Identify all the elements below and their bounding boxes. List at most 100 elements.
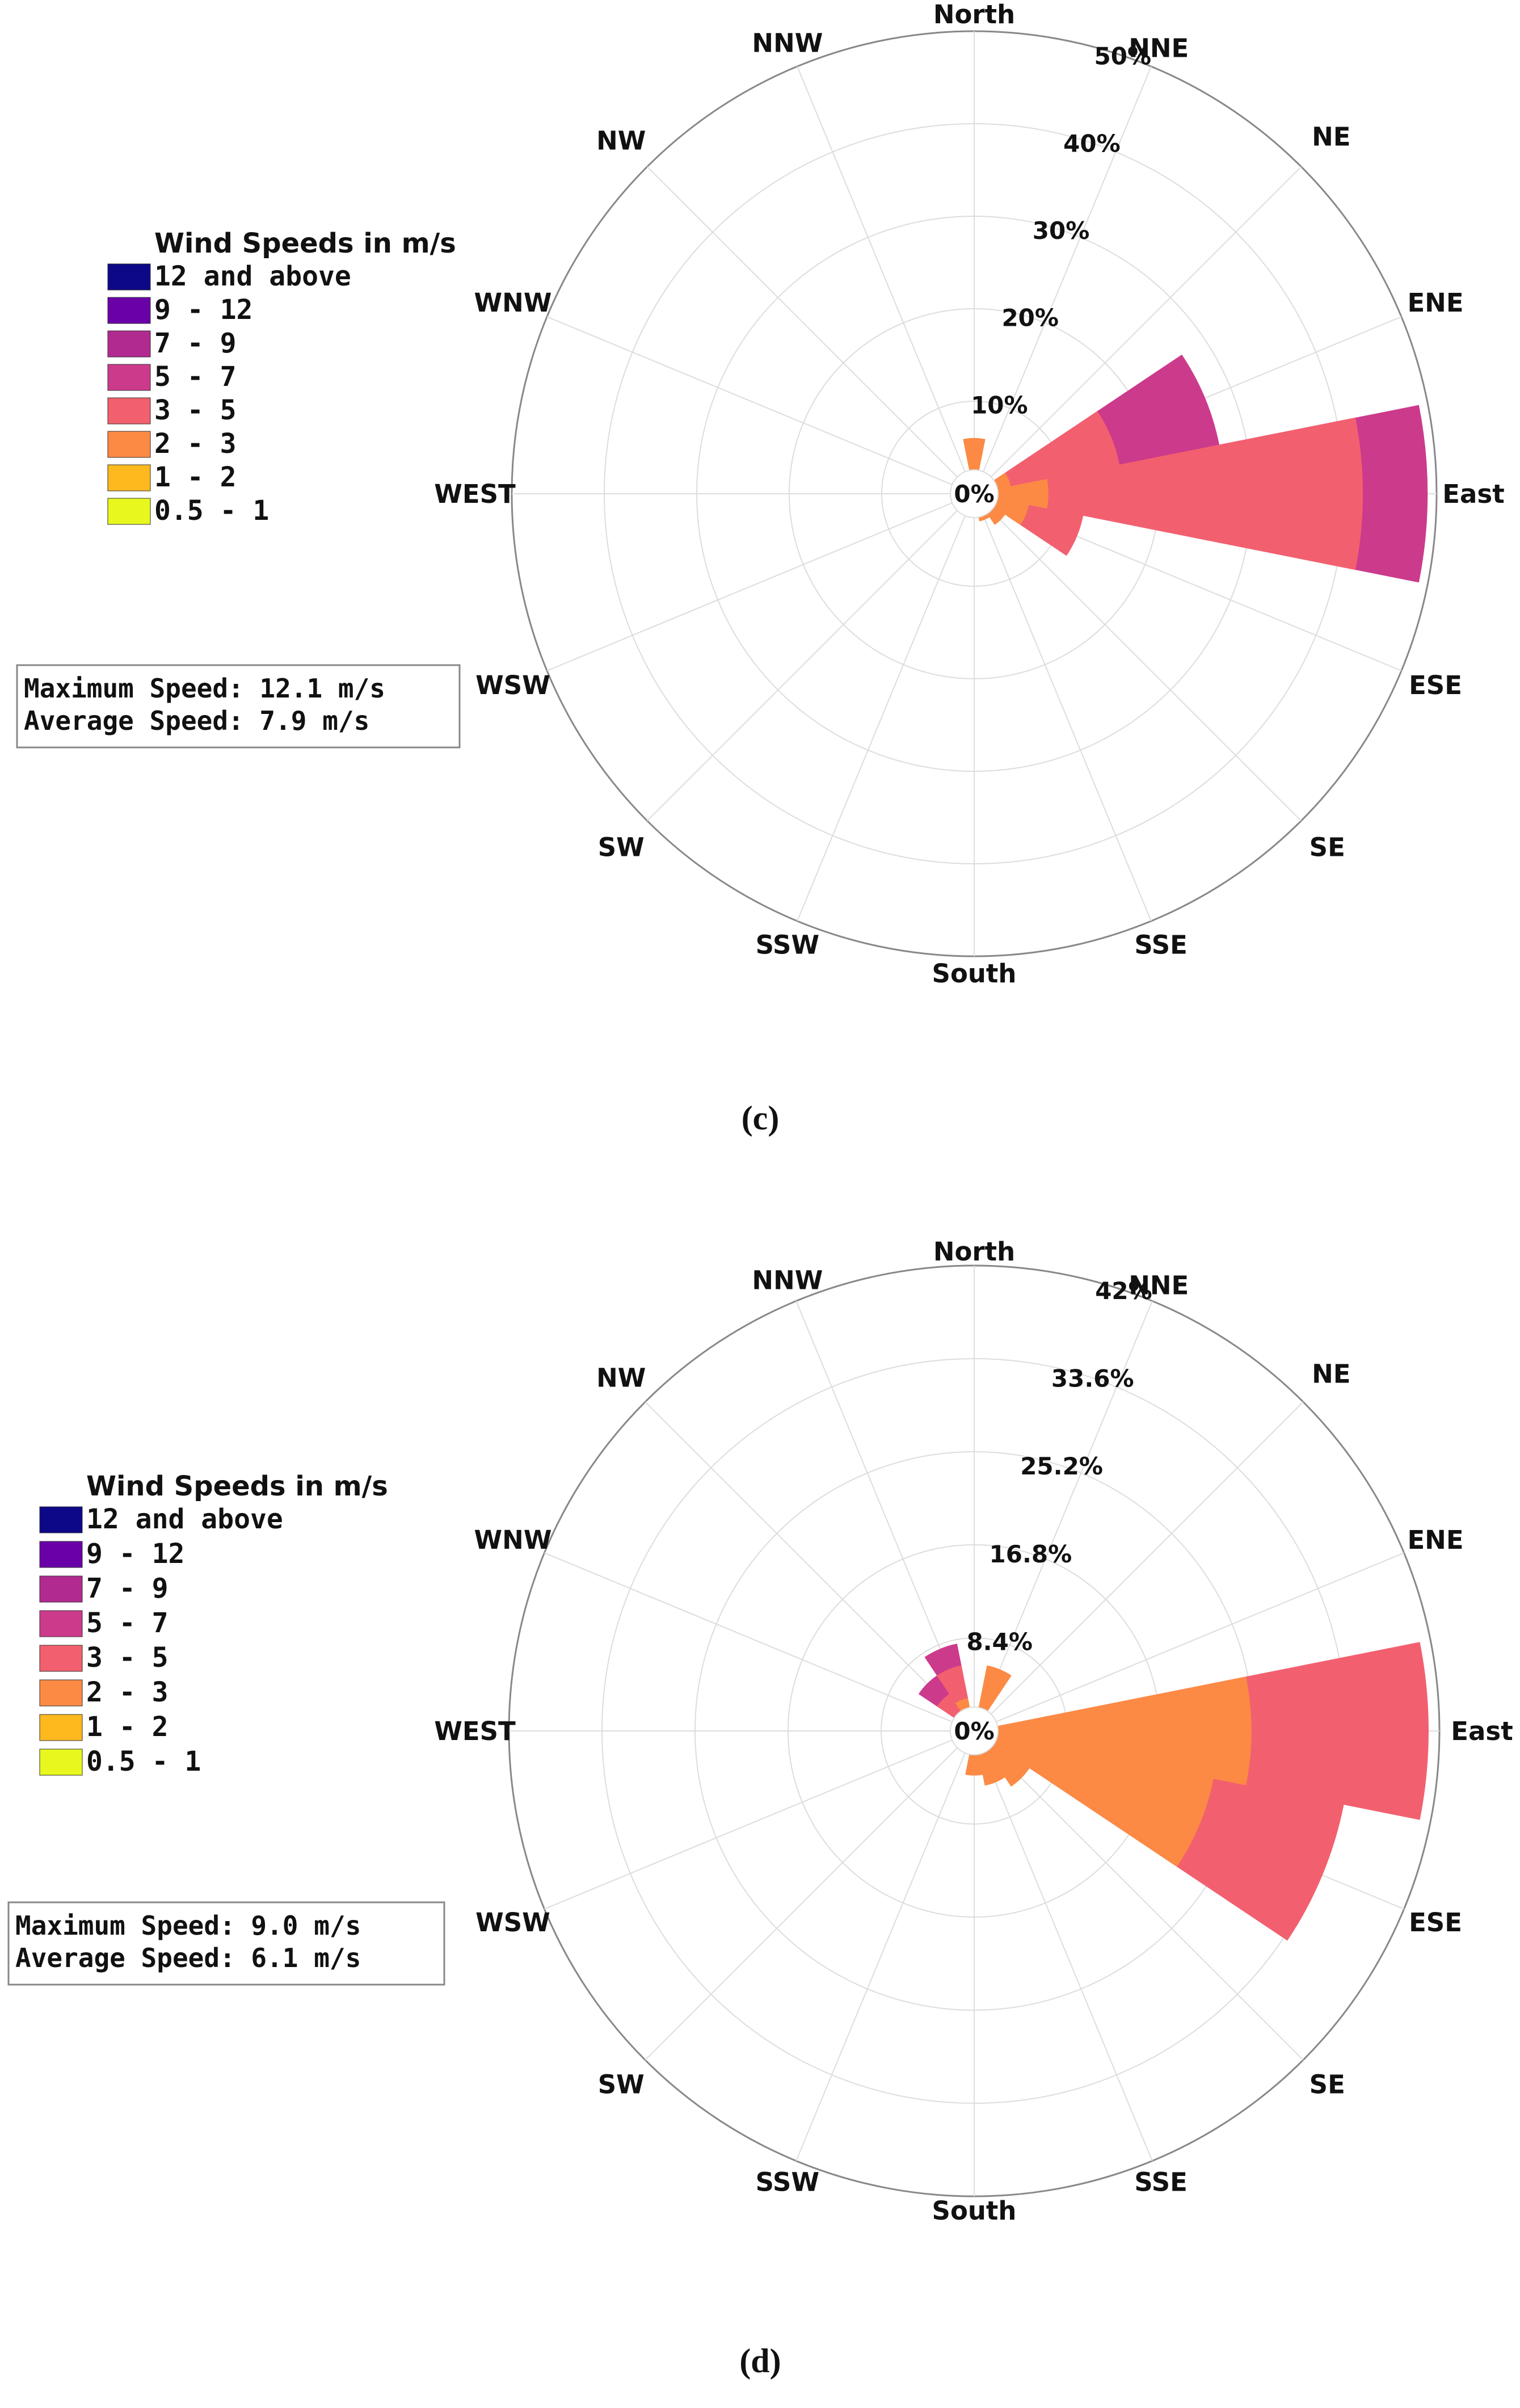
grid-spoke [647,509,959,821]
legend-item-label: 9 - 12 [154,294,252,326]
center-disc [950,1707,999,1755]
wedge-east-3-5 [974,417,1363,570]
grid-spoke [982,1751,1153,2161]
dir-label-ene: ENE [1407,288,1463,318]
grid-spoke [797,514,966,922]
legend-item-label: 3 - 5 [154,394,237,426]
legend-item-label: 12 and above [86,1503,283,1535]
dir-label-nne: NNE [1129,1271,1189,1301]
dir-label-ene: ENE [1407,1525,1463,1555]
dir-label-se: SE [1310,832,1345,862]
dir-label-wsw: WSW [475,670,550,700]
dir-label-west: WEST [434,1716,516,1746]
legend-swatch [107,431,151,458]
legend-swatch [39,1749,83,1776]
grid-spoke [797,66,966,473]
legend-item-label: 1 - 2 [86,1711,169,1743]
dir-label-west: WEST [434,479,516,509]
grid-spoke [647,166,959,478]
legend-item-label: 5 - 7 [154,361,237,393]
legend-swatch [107,330,151,358]
dir-label-wsw: WSW [475,1907,550,1938]
legend-item-label: 5 - 7 [86,1607,169,1639]
dir-label-wnw: WNW [474,1525,552,1555]
wedges [963,354,1428,583]
legend-swatch [39,1610,83,1637]
grid-spoke [990,1746,1304,2061]
legend-item-label: 0.5 - 1 [86,1746,201,1777]
legend-item-label: 7 - 9 [86,1573,169,1604]
ring-label: 8.4% [966,1628,1032,1655]
legend-swatch [39,1575,83,1603]
legend-swatch [107,498,151,525]
dir-label-ne: NE [1312,122,1350,152]
dir-label-se: SE [1310,2069,1345,2099]
avg-speed: Average Speed: 6.1 m/s [15,1943,361,1973]
grid-spoke [795,1301,966,1711]
legend-swatch [39,1506,83,1533]
legend-swatch [107,364,151,391]
dir-label-east: East [1442,479,1504,509]
wedge-ese-2-3 [974,1730,1214,1867]
wedges [918,1642,1429,1941]
dir-label-north: North [933,1237,1015,1267]
panel-label: (d) [739,2342,781,2380]
dir-label-nnw: NNW [752,28,823,58]
grid-spoke [544,1739,954,1910]
dir-label-sw: SW [598,832,645,862]
legend-item-label: 0.5 - 1 [154,495,269,527]
legend-title: Wind Speeds in m/s [154,228,456,259]
grid-spoke [546,316,954,486]
legend-swatch [39,1541,83,1568]
legend-swatch [39,1714,83,1741]
dir-label-nne: NNE [1129,33,1189,64]
avg-speed: Average Speed: 7.9 m/s [24,705,369,736]
legend-swatch [107,397,151,425]
dir-label-east: East [1451,1716,1513,1746]
ring-label: 16.8% [990,1540,1072,1568]
legend-item-label: 2 - 3 [86,1676,169,1708]
legend-item-label: 7 - 9 [154,327,237,359]
center-label: 0% [954,1717,994,1745]
ring-label: 42% [1095,1277,1152,1305]
dir-label-ssw: SSW [756,2167,819,2197]
dir-label-ne: NE [1312,1359,1350,1389]
grid-spoke [990,1401,1304,1716]
legend-swatch [107,464,151,491]
max-speed: Maximum Speed: 9.0 m/s [15,1910,361,1941]
legend-item-label: 12 and above [154,260,351,292]
stats-box-border [16,664,461,749]
grid-spoke [795,1751,966,2161]
ring-label: 50% [1094,43,1152,70]
grid-spoke [990,509,1302,821]
dir-label-south: South [932,2196,1017,2226]
ring-label: 40% [1063,129,1121,157]
dir-label-south: South [932,959,1017,989]
grid-spoke [995,1552,1404,1723]
dir-label-ese: ESE [1409,1907,1462,1938]
grid-spoke [990,166,1302,478]
dir-label-sw: SW [598,2069,645,2099]
max-speed: Maximum Speed: 12.1 m/s [24,673,385,704]
legend-swatch [39,1679,83,1707]
dir-label-wnw: WNW [474,288,552,318]
legend-item-label: 2 - 3 [154,428,237,460]
grid-spoke [546,502,954,671]
center-label: 0% [954,480,994,508]
stats-box-border [7,1901,445,1986]
windrose-d: 0% 8.4% 16.8% 25.2% 33.6% 42% North NNE NE ENE Eas… [7,1237,1513,2380]
dir-label-nw: NW [596,1363,646,1393]
legend-item-label: 3 - 5 [86,1642,169,1674]
grid-spoke [645,1746,959,2061]
windrose-c: 0% 10% 20% 30% 40% 50% North NNE NE ENE East ESE SE S… [16,0,1505,1137]
legend-swatch [107,297,151,324]
grid-spoke [645,1401,959,1716]
grid-spoke [982,514,1152,922]
legend-swatch [39,1645,83,1672]
